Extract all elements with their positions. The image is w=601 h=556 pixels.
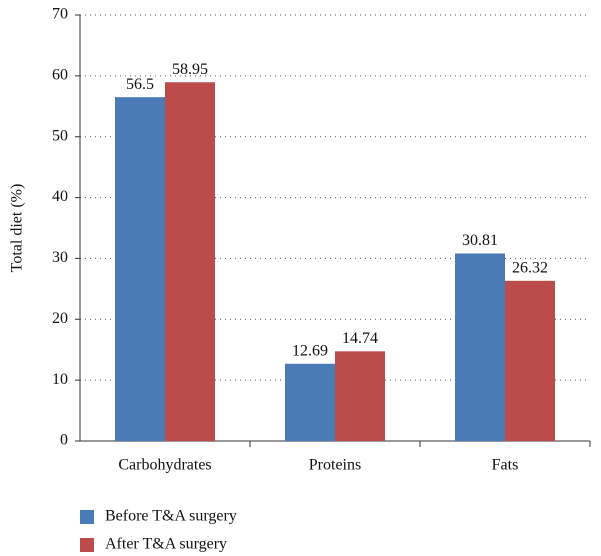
bar — [165, 82, 215, 442]
y-axis-label: Total diet (%) — [9, 184, 26, 273]
x-tick-label: Carbohydrates — [118, 457, 211, 474]
legend-label: Before T&A surgery — [105, 508, 237, 525]
bar — [335, 351, 385, 441]
bar — [285, 363, 335, 441]
y-tick-label: 70 — [52, 6, 68, 23]
bar — [455, 253, 505, 441]
y-tick-label: 40 — [52, 188, 68, 205]
y-tick-label: 50 — [52, 127, 68, 144]
y-tick-label: 60 — [52, 67, 68, 84]
y-tick-label: 0 — [60, 432, 68, 449]
data-label: 30.81 — [462, 232, 498, 249]
data-label: 58.95 — [172, 61, 208, 78]
y-tick-label: 10 — [52, 371, 68, 388]
x-tick-label: Proteins — [309, 457, 361, 474]
legend-label: After T&A surgery — [105, 536, 227, 553]
y-tick-label: 30 — [52, 249, 68, 266]
data-label: 56.5 — [126, 76, 154, 93]
data-label: 12.69 — [292, 342, 328, 359]
legend-swatch — [80, 538, 94, 552]
bar — [505, 280, 555, 441]
data-label: 26.32 — [512, 259, 548, 276]
x-tick-label: Fats — [492, 457, 519, 474]
y-tick-label: 20 — [52, 310, 68, 327]
data-label: 14.74 — [342, 330, 378, 347]
bar — [115, 97, 165, 442]
legend-swatch — [80, 510, 94, 524]
